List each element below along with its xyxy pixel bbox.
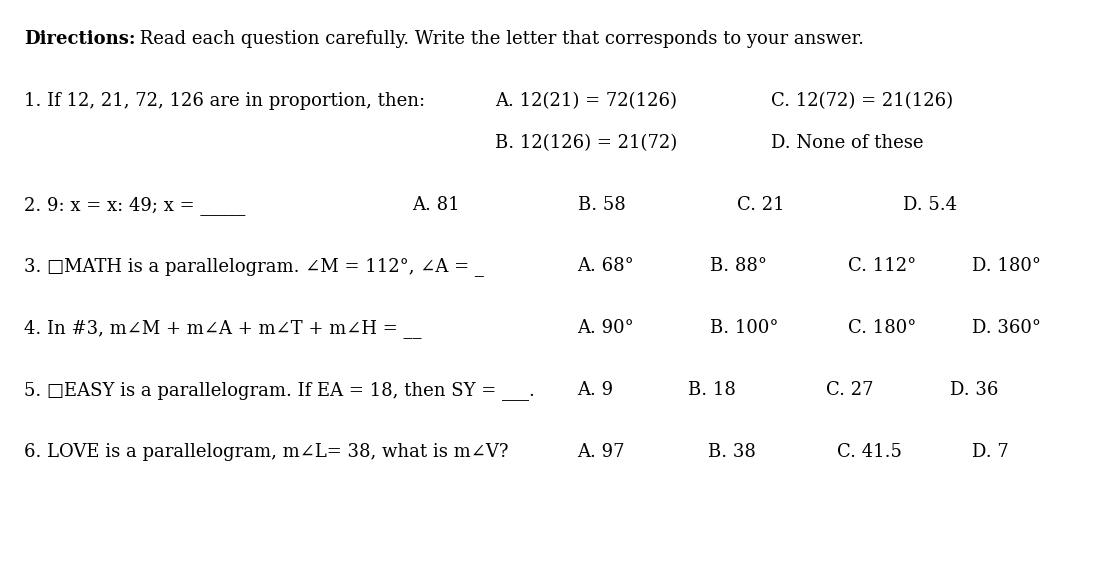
Text: D. 5.4: D. 5.4 — [903, 196, 957, 214]
Text: C. 12(72) = 21(126): C. 12(72) = 21(126) — [771, 92, 952, 109]
Text: 6. LOVE is a parallelogram, m∠L= 38, what is m∠V?: 6. LOVE is a parallelogram, m∠L= 38, wha… — [24, 443, 509, 461]
Text: B. 100°: B. 100° — [710, 319, 779, 337]
Text: A. 90°: A. 90° — [578, 319, 634, 337]
Text: D. None of these: D. None of these — [771, 134, 923, 152]
Text: D. 180°: D. 180° — [972, 257, 1041, 275]
Text: C. 27: C. 27 — [825, 381, 873, 399]
Text: A. 9: A. 9 — [578, 381, 613, 399]
Text: 1. If 12, 21, 72, 126 are in proportion, then:: 1. If 12, 21, 72, 126 are in proportion,… — [24, 92, 426, 109]
Text: Read each question carefully. Write the letter that corresponds to your answer.: Read each question carefully. Write the … — [134, 30, 864, 48]
Text: 3. □MATH is a parallelogram. ∠M = 112°, ∠A = _: 3. □MATH is a parallelogram. ∠M = 112°, … — [24, 257, 484, 276]
Text: C. 112°: C. 112° — [848, 257, 915, 275]
Text: B. 18: B. 18 — [688, 381, 735, 399]
Text: D. 7: D. 7 — [972, 443, 1009, 461]
Text: 4. In #3, m∠M + m∠A + m∠T + m∠H = __: 4. In #3, m∠M + m∠A + m∠T + m∠H = __ — [24, 319, 421, 337]
Text: A. 68°: A. 68° — [578, 257, 634, 275]
Text: A. 12(21) = 72(126): A. 12(21) = 72(126) — [494, 92, 677, 109]
Text: C. 180°: C. 180° — [848, 319, 917, 337]
Text: D. 360°: D. 360° — [972, 319, 1041, 337]
Text: B. 88°: B. 88° — [710, 257, 767, 275]
Text: B. 38: B. 38 — [708, 443, 755, 461]
Text: 2. 9: x = x: 49; x = _____: 2. 9: x = x: 49; x = _____ — [24, 196, 246, 215]
Text: C. 21: C. 21 — [738, 196, 785, 214]
Text: 5. □EASY is a parallelogram. If EA = 18, then SY = ___.: 5. □EASY is a parallelogram. If EA = 18,… — [24, 381, 534, 400]
Text: A. 97: A. 97 — [578, 443, 625, 461]
Text: B. 58: B. 58 — [578, 196, 625, 214]
Text: A. 81: A. 81 — [412, 196, 460, 214]
Text: C. 41.5: C. 41.5 — [837, 443, 901, 461]
Text: Directions:: Directions: — [24, 30, 136, 48]
Text: B. 12(126) = 21(72): B. 12(126) = 21(72) — [494, 134, 677, 152]
Text: D. 36: D. 36 — [950, 381, 999, 399]
